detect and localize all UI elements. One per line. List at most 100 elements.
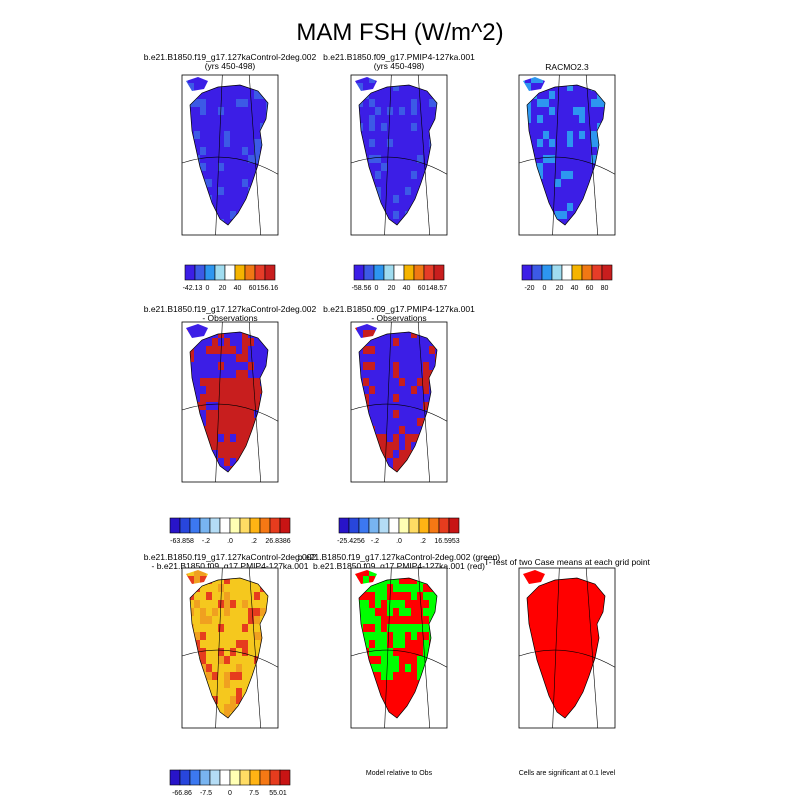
- grid-cell: [194, 324, 200, 330]
- grid-cell: [387, 648, 393, 656]
- grid-cell: [387, 131, 393, 139]
- colorbar-tick-label: -.2: [202, 538, 210, 545]
- grid-cell: [369, 370, 375, 378]
- grid-cell: [387, 616, 393, 624]
- grid-cell: [194, 616, 200, 624]
- grid-cell: [567, 139, 573, 147]
- meridian-line: [248, 567, 262, 729]
- grid-cell: [357, 570, 363, 576]
- grid-cell: [236, 632, 242, 640]
- grid-cell: [585, 171, 591, 179]
- grid-cell: [224, 338, 230, 346]
- grid-cell: [567, 171, 573, 179]
- grid-cell: [585, 640, 591, 648]
- grid-cell: [561, 624, 567, 632]
- grid-cell: [537, 155, 543, 163]
- grid-cell: [200, 410, 206, 418]
- grid-cell: [543, 632, 549, 640]
- grid-cell: [200, 338, 206, 346]
- grid-cell: [224, 139, 230, 147]
- grid-cell: [387, 203, 393, 211]
- grid-cell: [242, 115, 248, 123]
- grid-cell: [375, 163, 381, 171]
- grid-cell: [188, 576, 194, 584]
- grid-cell: [393, 91, 399, 99]
- grid-cell: [387, 640, 393, 648]
- grid-cell: [236, 187, 242, 195]
- grid-cell: [399, 139, 405, 147]
- grid-cell: [405, 584, 411, 592]
- grid-cell: [399, 434, 405, 442]
- grid-cell: [206, 91, 212, 99]
- grid-cell: [230, 211, 236, 219]
- grid-cell: [200, 624, 206, 632]
- grid-cell: [230, 402, 236, 410]
- grid-cell: [567, 115, 573, 123]
- grid-cell: [375, 123, 381, 131]
- grid-cell: [369, 107, 375, 115]
- grid-cell: [224, 131, 230, 139]
- grid-cell: [411, 418, 417, 426]
- grid-cell: [591, 624, 597, 632]
- grid-cell: [591, 107, 597, 115]
- grid-cell: [417, 656, 423, 664]
- grid-cell: [567, 107, 573, 115]
- grid-cell: [399, 632, 405, 640]
- grid-cell: [411, 123, 417, 131]
- grid-cell: [254, 640, 260, 648]
- grid-cell: [357, 107, 363, 115]
- grid-cell: [555, 179, 561, 187]
- grid-cell: [212, 99, 218, 107]
- grid-cell: [218, 187, 224, 195]
- grid-cell: [585, 632, 591, 640]
- grid-cell: [543, 171, 549, 179]
- grid-cell: [561, 83, 567, 91]
- grid-cell: [561, 99, 567, 107]
- grid-cell: [260, 592, 266, 600]
- grid-cell: [236, 330, 242, 338]
- grid-cell: [399, 616, 405, 624]
- grid-cell: [369, 600, 375, 608]
- grid-cell: [218, 402, 224, 410]
- grid-cell: [573, 115, 579, 123]
- grid-cell: [387, 402, 393, 410]
- grid-cell: [194, 632, 200, 640]
- colorbar-swatch: [398, 517, 410, 534]
- colorbar-swatch: [393, 264, 405, 281]
- grid-cell: [423, 123, 429, 131]
- colorbar-swatch: [239, 769, 251, 786]
- grid-cell: [591, 648, 597, 656]
- grid-cell: [254, 107, 260, 115]
- grid-cell: [363, 378, 369, 386]
- grid-cell: [224, 123, 230, 131]
- colorbar-tick-label: 60: [418, 285, 426, 292]
- grid-cell: [363, 616, 369, 624]
- grid-cell: [543, 139, 549, 147]
- grid-cell: [218, 696, 224, 704]
- grid-cell: [375, 354, 381, 362]
- grid-cell: [260, 115, 266, 123]
- grid-cell: [194, 394, 200, 402]
- grid-cell: [585, 600, 591, 608]
- grid-cell: [405, 187, 411, 195]
- grid-cell: [393, 203, 399, 211]
- grid-cell: [549, 632, 555, 640]
- grid-cell: [224, 672, 230, 680]
- grid-cell: [555, 155, 561, 163]
- grid-cell: [218, 688, 224, 696]
- grid-cell: [206, 426, 212, 434]
- grid-cell: [212, 386, 218, 394]
- grid-cell: [212, 450, 218, 458]
- grid-cell: [429, 592, 435, 600]
- grid-cell: [423, 648, 429, 656]
- grid-cell: [549, 171, 555, 179]
- grid-cell: [236, 576, 242, 584]
- grid-cell: [549, 584, 555, 592]
- grid-cell: [254, 402, 260, 410]
- grid-cell: [236, 688, 242, 696]
- grid-cell: [381, 640, 387, 648]
- grid-cell: [254, 592, 260, 600]
- grid-cell: [399, 147, 405, 155]
- grid-cell: [363, 123, 369, 131]
- grid-cell: [387, 91, 393, 99]
